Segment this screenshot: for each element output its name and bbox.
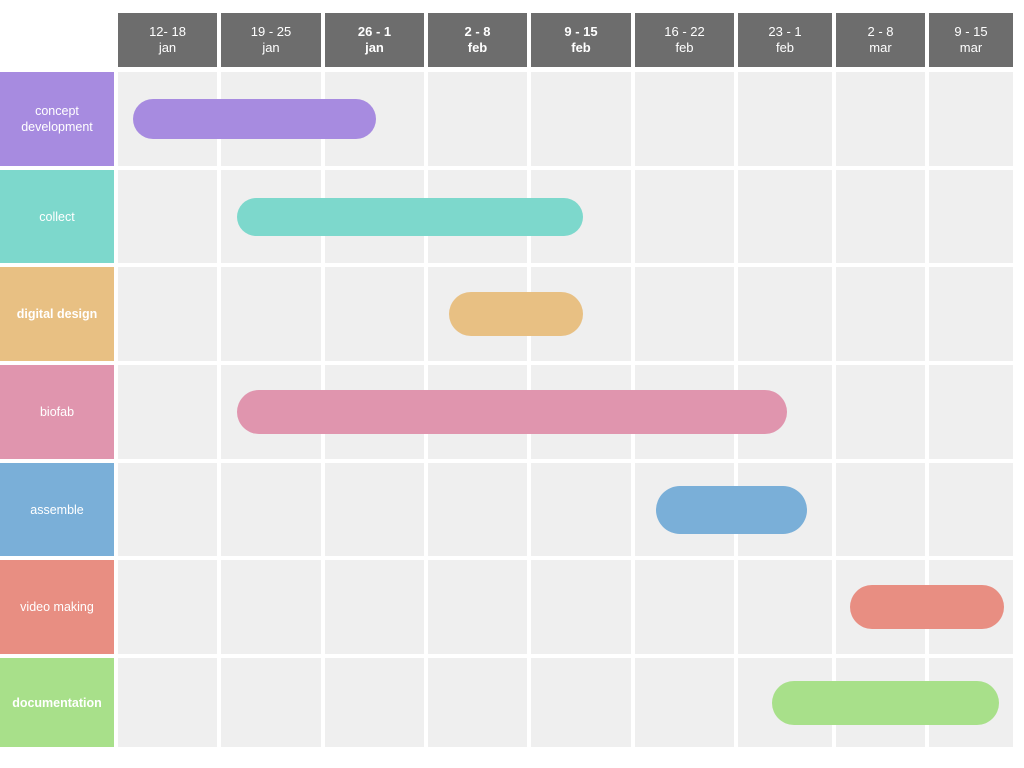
grid-cell <box>635 72 734 166</box>
period-month: jan <box>158 40 177 55</box>
grid-cell <box>635 267 734 361</box>
period-month: feb <box>467 40 488 55</box>
task-bar <box>236 197 583 236</box>
period-header: 9 - 15 mar <box>929 13 1013 67</box>
grid-cell <box>325 463 424 556</box>
grid-cell <box>221 463 321 556</box>
grid-cell <box>635 658 734 747</box>
grid-cell <box>635 560 734 654</box>
period-header: 12- 18 jan <box>118 13 217 67</box>
grid-cell <box>221 658 321 747</box>
grid-cell <box>531 560 631 654</box>
grid-cell <box>738 267 832 361</box>
period-header: 2 - 8 feb <box>428 13 527 67</box>
period-header: 16 - 22 feb <box>635 13 734 67</box>
period-range: 2 - 8 <box>464 24 491 39</box>
grid-cell <box>118 463 217 556</box>
period-range: 23 - 1 <box>768 24 802 39</box>
period-range: 19 - 25 <box>250 24 292 39</box>
task-bar <box>448 292 583 336</box>
period-range: 2 - 8 <box>867 24 894 39</box>
grid-cell <box>221 267 321 361</box>
grid-cell <box>118 658 217 747</box>
grid-cell <box>118 267 217 361</box>
grid-cell <box>325 560 424 654</box>
task-label: assemble <box>0 463 114 556</box>
task-bar <box>849 585 1004 629</box>
grid-cell <box>531 72 631 166</box>
period-month: jan <box>262 40 280 55</box>
period-range: 9 - 15 <box>564 24 598 39</box>
grid-cell <box>118 365 217 459</box>
grid-cell <box>738 560 832 654</box>
grid-cell <box>531 463 631 556</box>
period-range: 9 - 15 <box>954 24 988 39</box>
period-month: feb <box>675 40 694 55</box>
task-label: video making <box>0 560 114 654</box>
grid-cell <box>929 365 1013 459</box>
grid-cell <box>836 170 925 263</box>
task-bar <box>655 485 807 534</box>
period-month: feb <box>775 40 795 55</box>
period-header: 23 - 1 feb <box>738 13 832 67</box>
grid-cell <box>428 658 527 747</box>
grid-cell <box>635 170 734 263</box>
task-bar <box>133 99 377 139</box>
period-header: 19 - 25 jan <box>221 13 321 67</box>
grid-cell <box>836 463 925 556</box>
period-range: 16 - 22 <box>664 24 705 39</box>
grid-cell <box>221 560 321 654</box>
grid-cell <box>929 267 1013 361</box>
task-label: biofab <box>0 365 114 459</box>
period-header: 9 - 15 feb <box>531 13 631 67</box>
period-range: 12- 18 <box>149 24 186 39</box>
grid-cell <box>325 658 424 747</box>
period-month: jan <box>365 40 384 55</box>
grid-cell <box>118 170 217 263</box>
period-month: feb <box>571 40 591 55</box>
grid-cell <box>836 365 925 459</box>
grid-cell <box>738 170 832 263</box>
task-label: digital design <box>0 267 114 361</box>
grid-cell <box>929 170 1013 263</box>
task-label: documentation <box>0 658 114 747</box>
period-range: 26 - 1 <box>357 24 392 39</box>
grid-cell <box>428 72 527 166</box>
grid-cell <box>118 560 217 654</box>
task-label: collect <box>0 170 114 263</box>
grid-cell <box>738 72 832 166</box>
grid-cell <box>836 72 925 166</box>
period-month: mar <box>869 40 892 55</box>
grid-cell <box>929 463 1013 556</box>
grid-cell <box>428 560 527 654</box>
task-bar <box>772 680 1000 725</box>
grid-cell <box>836 267 925 361</box>
grid-cell <box>531 658 631 747</box>
period-header: 2 - 8 mar <box>836 13 925 67</box>
task-label: concept development <box>0 72 114 166</box>
task-bar <box>236 390 787 434</box>
grid-cell <box>428 463 527 556</box>
grid-cell <box>325 267 424 361</box>
period-month: mar <box>959 40 983 55</box>
period-header: 26 - 1 jan <box>325 13 424 67</box>
grid-cell <box>929 72 1013 166</box>
